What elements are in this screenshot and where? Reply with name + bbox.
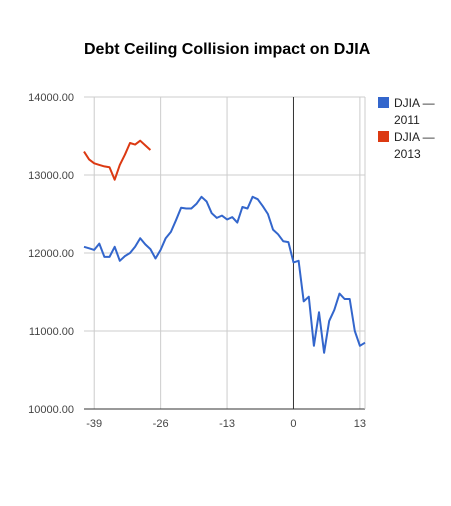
series-line-2013 [83, 139, 152, 181]
y-tick-label: 10000.00 [28, 404, 74, 416]
legend-swatch [378, 97, 389, 108]
series-line-2011 [83, 195, 366, 354]
y-tick-label: 12000.00 [28, 248, 74, 260]
y-tick-label: 13000.00 [28, 170, 74, 182]
x-tick-label: -39 [86, 418, 102, 430]
x-tick-label: -13 [219, 418, 235, 430]
legend-label: DJIA — [394, 130, 435, 144]
x-tick-label: 13 [354, 418, 366, 430]
chart-title: Debt Ceiling Collision impact on DJIA [84, 41, 371, 58]
legend-label-year: 2013 [394, 147, 421, 161]
y-tick-label: 11000.00 [29, 326, 74, 338]
y-tick-label: 14000.00 [28, 92, 74, 104]
legend-swatch [378, 131, 389, 142]
x-tick-label: 0 [290, 418, 296, 430]
legend-label: DJIA — [394, 96, 435, 110]
legend-label-year: 2011 [394, 113, 420, 127]
x-tick-label: -26 [153, 418, 169, 430]
